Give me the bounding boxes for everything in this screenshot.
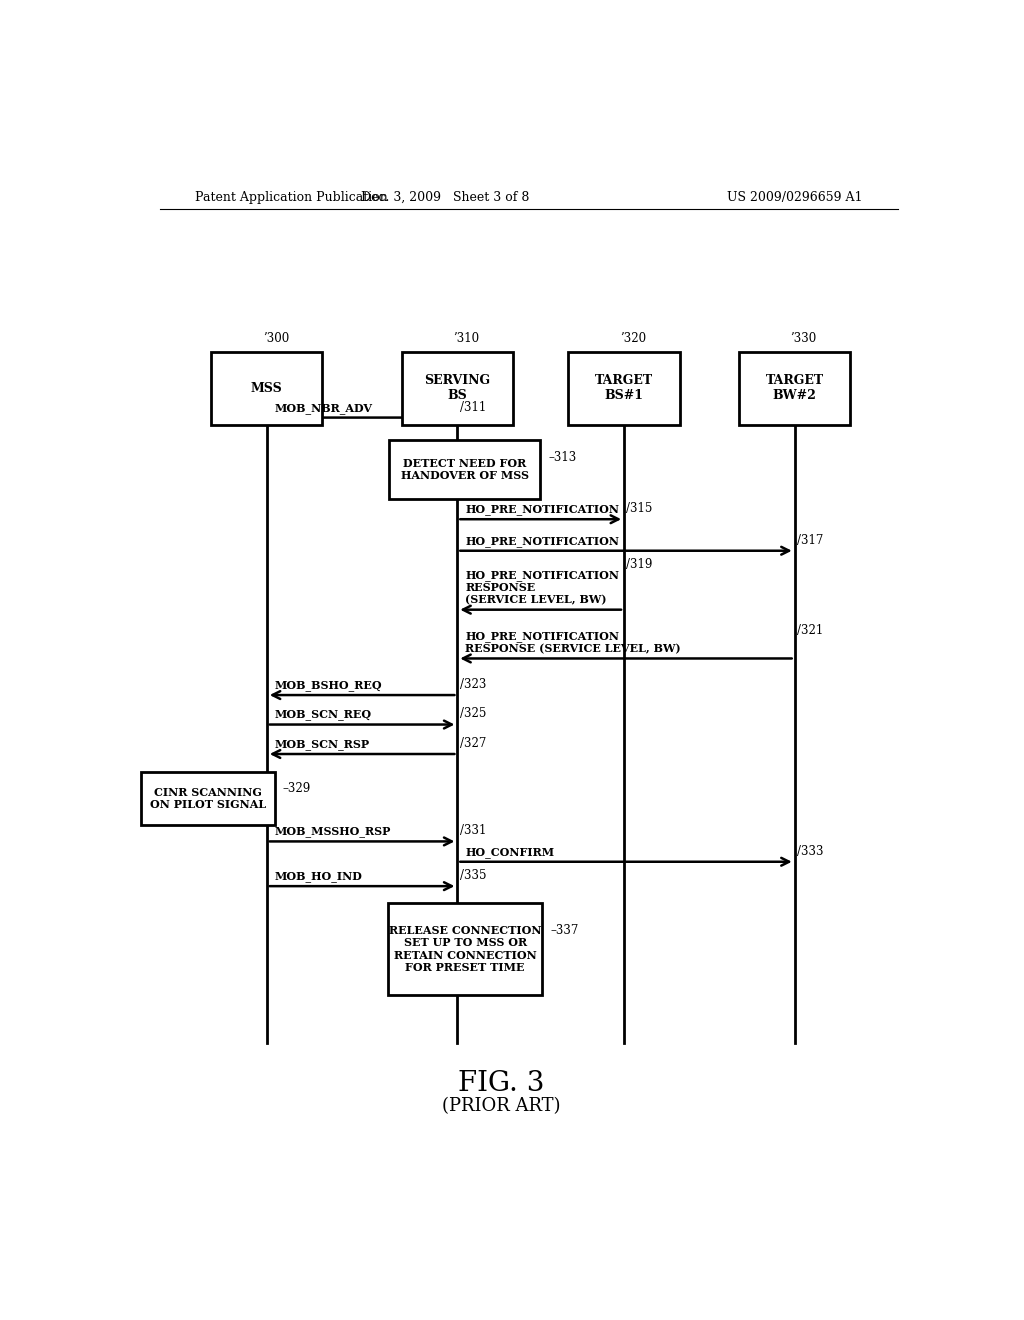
Text: TARGET
BS#1: TARGET BS#1 bbox=[595, 374, 653, 403]
Text: HO_PRE_NOTIFICATION
RESPONSE
(SERVICE LEVEL, BW): HO_PRE_NOTIFICATION RESPONSE (SERVICE LE… bbox=[465, 570, 620, 606]
Text: FIG. 3: FIG. 3 bbox=[458, 1069, 544, 1097]
Bar bbox=[568, 351, 680, 425]
Text: /333: /333 bbox=[797, 845, 823, 858]
Text: RELEASE CONNECTION
SET UP TO MSS OR
RETAIN CONNECTION
FOR PRESET TIME: RELEASE CONNECTION SET UP TO MSS OR RETA… bbox=[389, 925, 542, 973]
Text: MOB_HO_IND: MOB_HO_IND bbox=[274, 871, 362, 882]
Bar bbox=[401, 351, 513, 425]
Text: MOB_SCN_RSP: MOB_SCN_RSP bbox=[274, 739, 370, 750]
Text: HO_PRE_NOTIFICATION
RESPONSE (SERVICE LEVEL, BW): HO_PRE_NOTIFICATION RESPONSE (SERVICE LE… bbox=[465, 631, 681, 655]
Text: /325: /325 bbox=[460, 708, 486, 721]
Text: /331: /331 bbox=[460, 825, 486, 837]
Text: /327: /327 bbox=[460, 737, 486, 750]
Text: MOB_MSSHO_RSP: MOB_MSSHO_RSP bbox=[274, 826, 391, 837]
Text: MOB_BSHO_REQ: MOB_BSHO_REQ bbox=[274, 680, 382, 690]
Bar bbox=[739, 351, 850, 425]
Text: (PRIOR ART): (PRIOR ART) bbox=[441, 1097, 560, 1114]
Text: US 2009/0296659 A1: US 2009/0296659 A1 bbox=[727, 190, 862, 203]
Text: Dec. 3, 2009   Sheet 3 of 8: Dec. 3, 2009 Sheet 3 of 8 bbox=[361, 190, 529, 203]
Bar bbox=[388, 903, 543, 995]
Text: MOB_SCN_REQ: MOB_SCN_REQ bbox=[274, 709, 372, 721]
Text: ’320: ’320 bbox=[620, 333, 646, 346]
Text: HO_PRE_NOTIFICATION: HO_PRE_NOTIFICATION bbox=[465, 536, 620, 546]
Text: /323: /323 bbox=[460, 678, 486, 690]
Text: MOB_NBR_ADV: MOB_NBR_ADV bbox=[274, 403, 373, 413]
Text: ’310: ’310 bbox=[454, 333, 479, 346]
Text: SERVING
BS: SERVING BS bbox=[424, 374, 490, 403]
Text: –329: –329 bbox=[283, 781, 311, 795]
Text: /321: /321 bbox=[797, 624, 823, 638]
Text: /317: /317 bbox=[797, 533, 823, 546]
Text: DETECT NEED FOR
HANDOVER OF MSS: DETECT NEED FOR HANDOVER OF MSS bbox=[400, 458, 528, 480]
Text: HO_PRE_NOTIFICATION: HO_PRE_NOTIFICATION bbox=[465, 504, 620, 515]
Text: TARGET
BW#2: TARGET BW#2 bbox=[766, 374, 823, 403]
Text: Patent Application Publication: Patent Application Publication bbox=[196, 190, 388, 203]
Text: HO_CONFIRM: HO_CONFIRM bbox=[465, 846, 554, 858]
Text: /315: /315 bbox=[627, 502, 652, 515]
Text: ’300: ’300 bbox=[263, 333, 289, 346]
Text: /335: /335 bbox=[460, 869, 486, 882]
Bar bbox=[141, 772, 274, 825]
Bar bbox=[211, 351, 323, 425]
Text: ’330: ’330 bbox=[791, 333, 817, 346]
Text: CINR SCANNING
ON PILOT SIGNAL: CINR SCANNING ON PILOT SIGNAL bbox=[151, 787, 266, 810]
Text: –313: –313 bbox=[548, 451, 577, 465]
Text: /319: /319 bbox=[627, 558, 652, 572]
Text: –337: –337 bbox=[550, 924, 579, 937]
Text: /311: /311 bbox=[460, 400, 486, 413]
Text: MSS: MSS bbox=[251, 381, 283, 395]
Bar bbox=[389, 440, 541, 499]
